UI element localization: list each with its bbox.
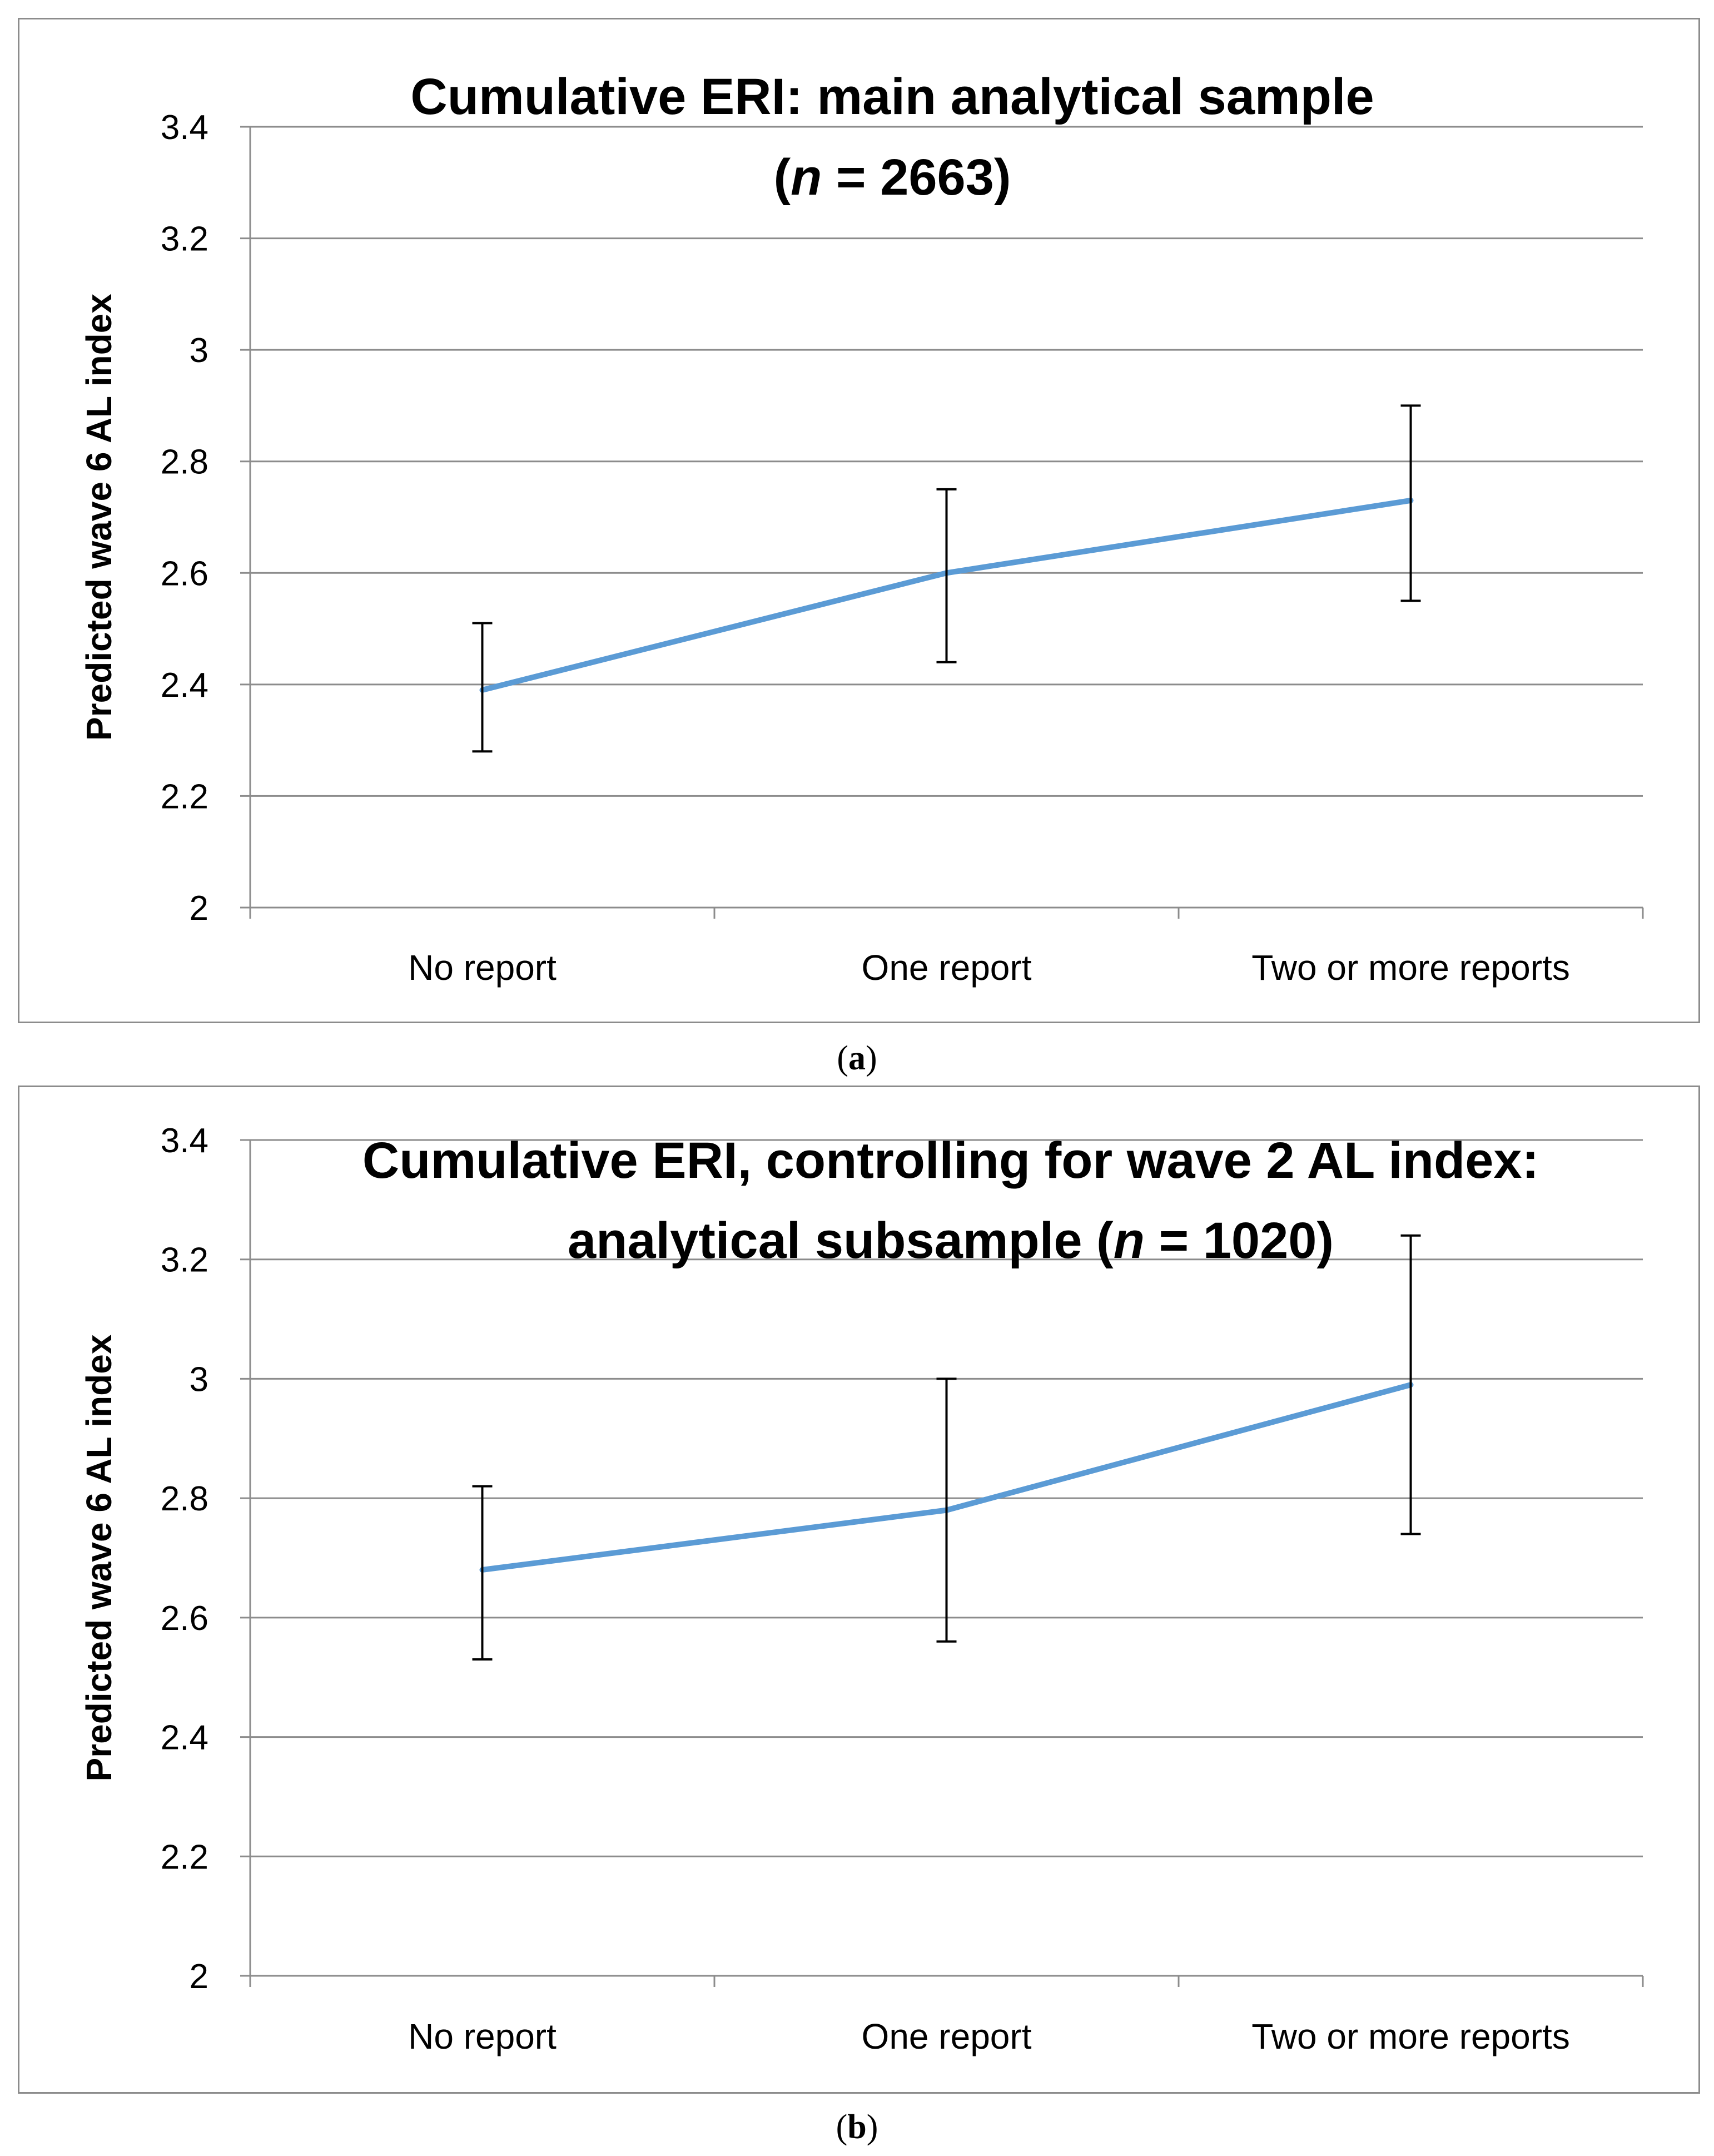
y-tick-label-b-6: 3.2 — [161, 1241, 208, 1280]
chart-panel-b — [18, 1086, 1700, 2094]
x-tick-label-b-2: Two or more reports — [1251, 2016, 1570, 2056]
y-tick-label-a-5: 3 — [190, 331, 208, 370]
y-tick-label-b-7: 3.4 — [161, 1122, 208, 1160]
x-tick-label-a-2: Two or more reports — [1251, 948, 1570, 988]
chart-subtitle-prefix-b: analytical subsample ( — [568, 1212, 1114, 1269]
y-tick-label-b-3: 2.6 — [161, 1599, 208, 1638]
chart-subtitle-b: analytical subsample (n = 1020) — [568, 1212, 1334, 1269]
chart-subtitle-suffix-b: = 1020) — [1145, 1212, 1334, 1269]
caption-a: (a) — [837, 1039, 877, 1077]
caption-a-letter: a — [848, 1039, 866, 1077]
y-tick-label-a-2: 2.4 — [161, 666, 208, 705]
x-tick-label-a-1: One report — [862, 948, 1032, 988]
y-axis-label-a: Predicted wave 6 AL index — [79, 294, 119, 741]
y-tick-label-a-4: 2.8 — [161, 443, 208, 482]
caption-b-letter: b — [847, 2108, 867, 2146]
chart-subtitle-prefix-a: ( — [774, 149, 791, 206]
x-tick-label-b-1: One report — [862, 2016, 1032, 2056]
y-tick-label-a-7: 3.4 — [161, 108, 208, 147]
y-tick-label-b-2: 2.4 — [161, 1719, 208, 1757]
y-axis-label-b: Predicted wave 6 AL index — [79, 1334, 119, 1781]
chart-subtitle-a: (n = 2663) — [774, 149, 1011, 206]
x-tick-label-b-0: No report — [408, 2016, 557, 2056]
y-tick-label-a-1: 2.2 — [161, 777, 208, 816]
chart-title-b: Cumulative ERI, controlling for wave 2 A… — [362, 1132, 1539, 1189]
x-tick-label-a-0: No report — [408, 948, 557, 988]
chart-subtitle-n-a: n — [791, 149, 822, 206]
y-tick-label-b-0: 2 — [190, 1957, 208, 1996]
y-tick-label-b-1: 2.2 — [161, 1838, 208, 1876]
y-tick-label-b-5: 3 — [190, 1360, 208, 1399]
caption-b: (b) — [836, 2108, 878, 2146]
y-tick-label-a-6: 3.2 — [161, 220, 208, 259]
y-tick-label-b-4: 2.8 — [161, 1480, 208, 1518]
chart-panel-a — [18, 18, 1700, 1023]
chart-subtitle-n-b: n — [1114, 1212, 1145, 1269]
chart-title-a: Cumulative ERI: main analytical sample — [410, 68, 1374, 125]
y-tick-label-a-3: 2.6 — [161, 554, 208, 593]
chart-subtitle-suffix-a: = 2663) — [822, 149, 1011, 206]
y-tick-label-a-0: 2 — [190, 889, 208, 928]
